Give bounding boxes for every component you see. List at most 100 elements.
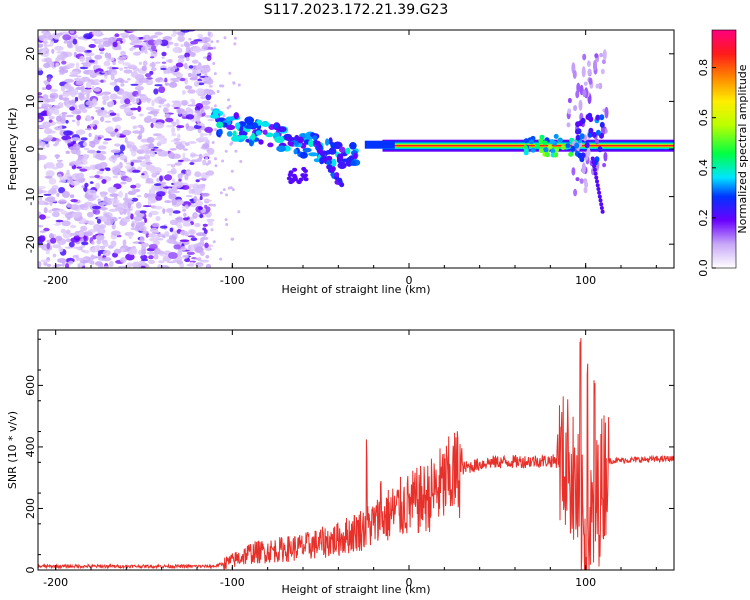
noise-blob <box>212 62 216 65</box>
noise-blob <box>110 100 114 107</box>
noise-blob <box>131 220 137 223</box>
streak-blob <box>337 161 347 170</box>
noise-blob <box>204 126 213 133</box>
noise-blob <box>103 265 110 268</box>
noise-blob <box>102 114 111 118</box>
branch-blob <box>290 177 296 182</box>
noise-blob <box>196 263 204 267</box>
branch-blob <box>322 157 328 163</box>
noise-blob <box>181 220 189 224</box>
noise-blob <box>153 253 159 260</box>
noise-blob <box>117 96 122 100</box>
disturbance-blob <box>580 117 586 124</box>
noise-blob <box>43 31 52 39</box>
noise-blob <box>140 265 146 268</box>
noise-blob <box>219 191 223 195</box>
noise-blob <box>38 112 47 116</box>
disturbance-blob <box>571 167 576 176</box>
noise-blob <box>78 172 84 178</box>
noise-blob <box>126 112 134 115</box>
noise-blob <box>206 218 215 223</box>
branch-blob <box>312 135 318 141</box>
noise-blob <box>177 133 181 139</box>
noise-blob <box>101 257 112 262</box>
noise-blob <box>189 51 196 58</box>
noise-blob <box>70 99 76 106</box>
noise-blob <box>176 76 181 80</box>
noise-blob <box>67 138 72 144</box>
noise-blob <box>210 228 214 232</box>
noise-blob <box>109 93 118 100</box>
streak-blob <box>261 122 271 127</box>
noise-blob <box>101 179 107 184</box>
noise-blob <box>94 58 98 65</box>
disturbance-blob <box>595 183 600 188</box>
noise-blob <box>149 152 156 158</box>
noise-blob <box>106 57 115 62</box>
noise-blob <box>171 127 176 134</box>
noise-blob <box>160 67 167 71</box>
disturbance-blob <box>586 147 591 157</box>
noise-blob <box>81 85 85 91</box>
noise-blob <box>99 224 107 229</box>
noise-blob <box>154 183 162 187</box>
noise-blob <box>70 224 77 229</box>
noise-blob <box>89 123 96 127</box>
noise-blob <box>198 137 203 143</box>
streak-blob <box>277 126 287 133</box>
noise-blob <box>171 104 178 108</box>
noise-blob <box>155 216 161 221</box>
noise-blob <box>38 106 43 110</box>
noise-blob <box>234 149 238 153</box>
noise-blob <box>104 213 109 217</box>
disturbance-blob <box>591 160 596 165</box>
noise-blob <box>148 255 154 260</box>
noise-blob <box>151 99 155 107</box>
disturbance-blob <box>595 83 600 89</box>
disturbance-blob <box>595 114 601 121</box>
branch-blob <box>303 173 308 178</box>
noise-blob <box>70 232 80 236</box>
noise-blob <box>104 120 112 123</box>
disturbance-blob <box>576 82 581 93</box>
noise-blob <box>94 134 98 142</box>
colorbar-ticks: 0.0 0.2 0.4 0.6 0.8 <box>697 59 716 277</box>
noise-blob <box>99 245 106 250</box>
disturbance-blob <box>597 190 602 195</box>
noise-blob <box>202 143 210 149</box>
noise-blob <box>88 59 95 63</box>
noise-blob <box>38 186 46 190</box>
streak-blob <box>325 150 332 155</box>
noise-blob <box>197 128 202 134</box>
noise-blob <box>70 199 78 203</box>
colorbar-gradient <box>712 30 736 268</box>
noise-blob <box>202 223 208 227</box>
noise-blob <box>82 62 92 68</box>
noise-blob <box>65 229 71 234</box>
noise-blob <box>120 248 125 252</box>
noise-blob <box>55 219 64 223</box>
noise-blob <box>112 202 120 206</box>
noise-blob <box>61 112 68 115</box>
disturbance-blob <box>583 186 588 194</box>
noise-blob <box>89 247 99 253</box>
noise-blob <box>58 68 69 74</box>
noise-blob <box>124 137 128 144</box>
noise-blob <box>129 47 134 52</box>
noise-blob <box>95 109 104 113</box>
noise-blob <box>171 198 177 206</box>
noise-blob <box>75 80 84 86</box>
noise-blob <box>196 69 201 75</box>
noise-blob <box>100 194 107 198</box>
noise-blob <box>88 260 94 265</box>
noise-blob <box>84 128 93 131</box>
spectrogram-y-tick-label: 10 <box>24 94 37 108</box>
noise-blob <box>189 261 195 267</box>
noise-blob <box>53 108 60 115</box>
disturbance-blob <box>595 129 601 136</box>
noise-blob <box>170 164 176 168</box>
noise-blob <box>39 214 46 220</box>
noise-blob <box>133 215 143 222</box>
streak-blob <box>226 124 236 131</box>
noise-blob <box>199 195 203 201</box>
